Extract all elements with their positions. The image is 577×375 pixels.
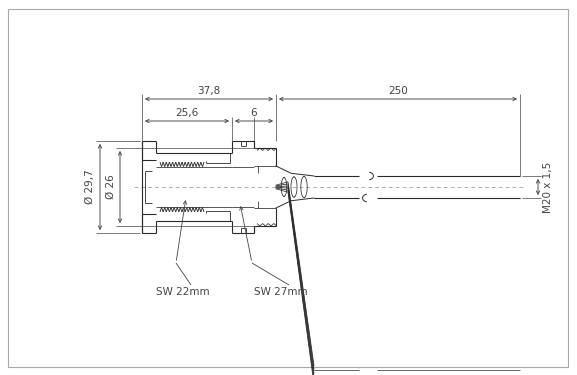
Text: 6: 6: [250, 108, 257, 118]
Text: SW 27mm: SW 27mm: [254, 287, 308, 297]
Text: 250: 250: [388, 86, 408, 96]
Text: 25,6: 25,6: [175, 108, 198, 118]
Text: Ø 29,7: Ø 29,7: [85, 170, 95, 204]
Text: 37,8: 37,8: [197, 86, 220, 96]
Text: SW 22mm: SW 22mm: [156, 287, 209, 297]
Text: Ø 26: Ø 26: [106, 175, 116, 200]
Text: M20 x 1,5: M20 x 1,5: [543, 161, 553, 213]
